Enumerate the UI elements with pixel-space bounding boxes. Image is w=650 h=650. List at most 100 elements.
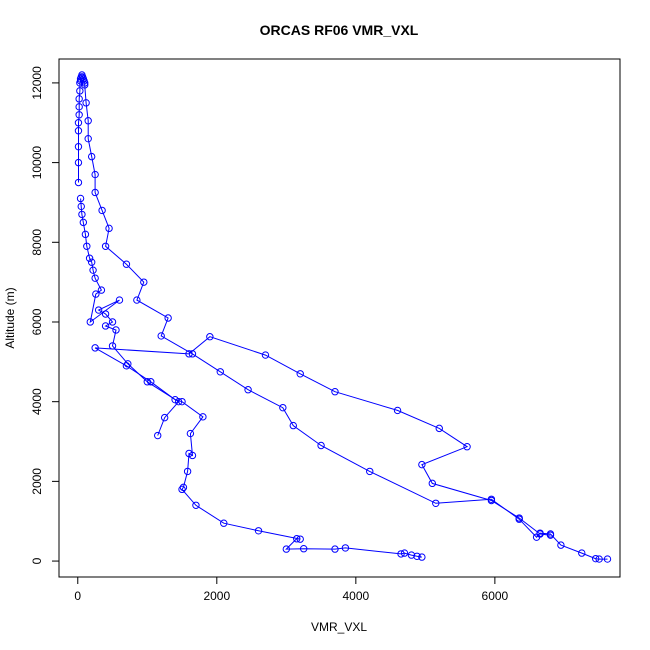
data-point [164, 314, 172, 322]
data-point [101, 242, 110, 250]
data-point [546, 531, 555, 539]
data-point [89, 266, 97, 274]
data-point [244, 386, 252, 394]
data-point [331, 388, 339, 396]
data-point [188, 451, 197, 460]
data-point [82, 99, 90, 107]
data-point [220, 519, 228, 527]
series-1 [74, 71, 612, 563]
data-point [603, 555, 612, 563]
data-point [75, 103, 83, 111]
data-point [94, 306, 103, 314]
data-point [418, 460, 426, 469]
data-point [183, 467, 192, 476]
data-point [185, 350, 193, 358]
data-point [254, 527, 263, 535]
data-point [105, 224, 113, 233]
data-point [400, 549, 409, 557]
y-tick-label: 12000 [30, 66, 44, 100]
data-point [83, 242, 91, 250]
data-point [101, 322, 110, 330]
data-point [81, 230, 90, 239]
data-point [366, 467, 374, 476]
data-point [84, 117, 92, 125]
x-tick-label: 0 [74, 589, 81, 603]
chart-title: ORCAS RF06 VMR_VXL [260, 22, 419, 38]
data-point [293, 535, 301, 543]
plot-frame [58, 58, 621, 578]
data-point [108, 342, 117, 350]
series-line [78, 73, 608, 560]
data-point [108, 318, 117, 326]
data-point [91, 344, 99, 352]
data-point [74, 119, 83, 127]
x-tick-label: 2000 [203, 589, 230, 603]
data-point [413, 552, 421, 560]
data-point [74, 178, 83, 187]
data-point [397, 550, 405, 558]
data-point [393, 406, 402, 415]
data-point [289, 421, 297, 430]
data-point [296, 370, 304, 378]
data-point [98, 206, 106, 215]
data-point [76, 194, 85, 203]
data-point [435, 424, 443, 433]
data-point [179, 483, 188, 492]
data-point [76, 79, 84, 87]
x-tick-label: 4000 [342, 589, 369, 603]
data-point [463, 443, 471, 451]
y-tick-label: 8000 [30, 229, 44, 256]
data-point [178, 485, 186, 494]
data-point [515, 514, 523, 522]
series-line [94, 336, 551, 558]
data-point [216, 368, 224, 376]
series-2 [91, 333, 555, 561]
data-point [101, 310, 110, 318]
y-tick-label: 2000 [30, 468, 44, 495]
data-point [85, 254, 94, 262]
data-point [122, 260, 131, 268]
data-point [157, 332, 165, 340]
data-point [124, 360, 132, 368]
data-point [115, 296, 124, 304]
y-axis-label: Altitude (m) [3, 287, 17, 348]
data-point [199, 413, 207, 421]
data-point [317, 441, 325, 450]
data-point [279, 403, 287, 412]
data-point [160, 413, 169, 422]
x-tick-label: 6000 [482, 589, 509, 603]
data-point [487, 496, 496, 505]
data-point [97, 286, 106, 294]
data-point [206, 333, 214, 341]
data-point [75, 95, 83, 103]
data-point [143, 378, 151, 386]
data-point [87, 258, 96, 266]
data-point [154, 431, 162, 440]
data-point [341, 544, 350, 552]
data-point [186, 429, 195, 438]
data-point [76, 87, 84, 95]
data-point [91, 170, 99, 179]
series-3 [76, 194, 183, 440]
data-point [331, 545, 339, 553]
data-point [595, 555, 603, 563]
data-point [92, 290, 100, 298]
data-point [299, 545, 308, 553]
data-point [591, 554, 600, 563]
data-point [84, 134, 92, 143]
series-line [80, 198, 180, 436]
data-point [91, 274, 99, 282]
data-point [86, 318, 94, 326]
data-point [418, 553, 426, 561]
data-point [282, 545, 291, 553]
y-tick-label: 6000 [30, 308, 44, 335]
data-point [296, 535, 304, 543]
data-point [140, 278, 148, 286]
data-point [87, 152, 96, 161]
data-point [74, 158, 83, 167]
axes: 0 2000 4000 6000 0 2000 4000 6000 8000 10000 12000 [30, 66, 509, 603]
data-point [77, 202, 85, 211]
data-point [74, 127, 83, 135]
data-point [407, 551, 416, 559]
